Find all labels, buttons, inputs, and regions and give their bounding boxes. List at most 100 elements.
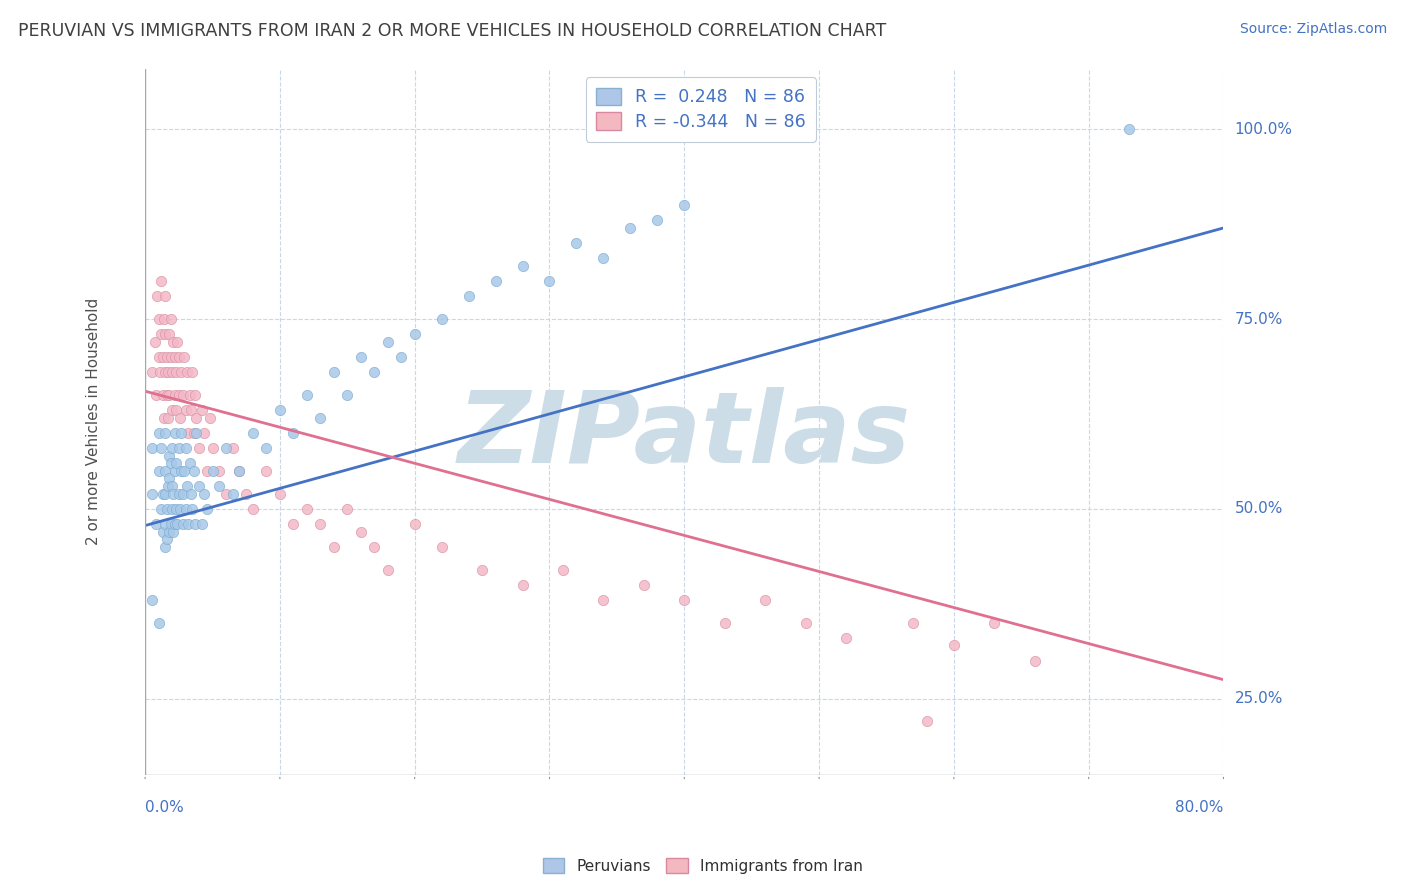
Point xyxy=(165,501,187,516)
Point xyxy=(150,501,173,516)
Point xyxy=(152,350,174,364)
Point xyxy=(471,563,494,577)
Point xyxy=(754,593,776,607)
Point xyxy=(173,464,195,478)
Point xyxy=(309,516,332,531)
Point xyxy=(174,403,197,417)
Text: Source: ZipAtlas.com: Source: ZipAtlas.com xyxy=(1240,22,1388,37)
Point xyxy=(141,441,163,455)
Point xyxy=(166,516,188,531)
Point xyxy=(150,327,173,342)
Point xyxy=(157,524,180,539)
Point xyxy=(190,403,212,417)
Point xyxy=(172,516,194,531)
Point xyxy=(186,410,208,425)
Point xyxy=(148,350,170,364)
Text: 25.0%: 25.0% xyxy=(1234,691,1282,706)
Point xyxy=(163,425,186,440)
Text: 100.0%: 100.0% xyxy=(1234,121,1292,136)
Point xyxy=(165,365,187,379)
Legend: R =  0.248   N = 86, R = -0.344   N = 86: R = 0.248 N = 86, R = -0.344 N = 86 xyxy=(586,78,815,142)
Point xyxy=(172,486,194,500)
Point xyxy=(174,501,197,516)
Point xyxy=(283,516,305,531)
Point xyxy=(156,350,179,364)
Point xyxy=(152,524,174,539)
Point xyxy=(169,501,191,516)
Point xyxy=(156,532,179,546)
Point xyxy=(633,578,655,592)
Point xyxy=(184,388,207,402)
Point xyxy=(179,388,201,402)
Point xyxy=(141,486,163,500)
Point xyxy=(157,327,180,342)
Point xyxy=(673,198,696,212)
Point xyxy=(160,441,183,455)
Point xyxy=(169,410,191,425)
Point xyxy=(153,312,176,326)
Point xyxy=(159,516,181,531)
Point xyxy=(141,365,163,379)
Point xyxy=(165,456,187,470)
Point xyxy=(153,410,176,425)
Point xyxy=(551,563,574,577)
Point xyxy=(295,501,318,516)
Point xyxy=(165,403,187,417)
Point xyxy=(155,486,177,500)
Point xyxy=(190,516,212,531)
Point xyxy=(484,274,506,288)
Point xyxy=(160,479,183,493)
Point xyxy=(195,464,218,478)
Point xyxy=(228,464,250,478)
Point xyxy=(150,274,173,288)
Text: PERUVIAN VS IMMIGRANTS FROM IRAN 2 OR MORE VEHICLES IN HOUSEHOLD CORRELATION CHA: PERUVIAN VS IMMIGRANTS FROM IRAN 2 OR MO… xyxy=(18,22,887,40)
Point xyxy=(322,365,344,379)
Point xyxy=(159,312,181,326)
Point xyxy=(156,501,179,516)
Point xyxy=(149,365,172,379)
Point xyxy=(163,464,186,478)
Point xyxy=(565,236,588,251)
Point xyxy=(195,501,218,516)
Point xyxy=(163,350,186,364)
Point xyxy=(162,334,184,349)
Point xyxy=(180,403,202,417)
Point xyxy=(215,441,238,455)
Point xyxy=(143,334,166,349)
Point xyxy=(157,410,180,425)
Point xyxy=(794,615,817,630)
Point xyxy=(157,449,180,463)
Point xyxy=(159,350,181,364)
Point xyxy=(170,464,193,478)
Point xyxy=(903,615,925,630)
Point xyxy=(713,615,735,630)
Point xyxy=(167,350,190,364)
Point xyxy=(242,425,264,440)
Point xyxy=(152,486,174,500)
Point xyxy=(201,441,224,455)
Point xyxy=(592,252,614,266)
Point xyxy=(322,540,344,554)
Point xyxy=(647,213,669,227)
Point xyxy=(150,441,173,455)
Point xyxy=(177,516,200,531)
Point xyxy=(183,464,205,478)
Point xyxy=(983,615,1005,630)
Point xyxy=(174,441,197,455)
Point xyxy=(512,259,534,273)
Point xyxy=(538,274,561,288)
Point xyxy=(201,464,224,478)
Point xyxy=(254,464,277,478)
Point xyxy=(512,578,534,592)
Point xyxy=(155,464,177,478)
Point xyxy=(167,486,190,500)
Point xyxy=(430,312,453,326)
Point xyxy=(176,479,198,493)
Point xyxy=(269,403,291,417)
Point xyxy=(942,639,965,653)
Point xyxy=(145,516,167,531)
Point xyxy=(148,615,170,630)
Point xyxy=(430,540,453,554)
Point xyxy=(222,486,245,500)
Point xyxy=(619,221,641,235)
